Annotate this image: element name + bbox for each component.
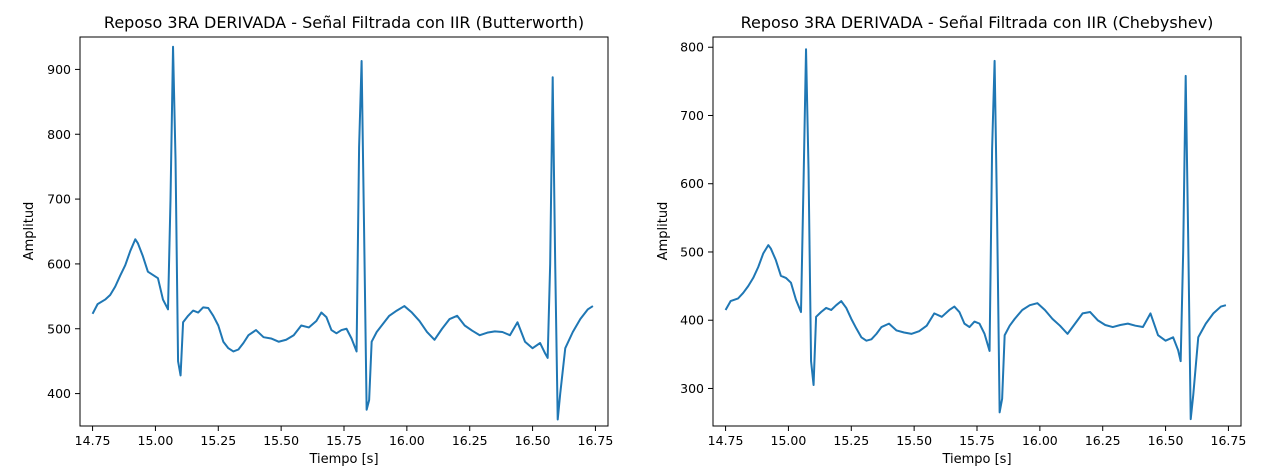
- y-tick-label: 300: [680, 381, 704, 396]
- x-tick-label: 16.25: [452, 433, 488, 448]
- chart-chebyshev: Reposo 3RA DERIVADA - Señal Filtrada con…: [656, 13, 1246, 467]
- x-tick-label: 15.25: [833, 433, 869, 448]
- x-tick-label: 16.50: [515, 433, 551, 448]
- y-tick-label: 700: [680, 108, 704, 123]
- y-axis-label: Amplitud: [656, 202, 671, 261]
- x-tick-label: 14.75: [708, 433, 744, 448]
- x-tick-label: 14.75: [75, 433, 111, 448]
- y-tick-label: 900: [47, 62, 71, 77]
- x-tick-label: 16.75: [578, 433, 614, 448]
- y-tick-label: 700: [47, 192, 71, 207]
- y-tick-label: 600: [680, 176, 704, 191]
- x-tick-label: 16.00: [389, 433, 425, 448]
- y-tick-label: 800: [47, 127, 71, 142]
- x-tick-label: 15.25: [200, 433, 236, 448]
- x-tick-label: 15.75: [959, 433, 995, 448]
- x-tick-label: 15.75: [326, 433, 362, 448]
- chart-title: Reposo 3RA DERIVADA - Señal Filtrada con…: [741, 13, 1214, 32]
- x-tick-label: 16.00: [1022, 433, 1058, 448]
- x-tick-label: 16.75: [1211, 433, 1247, 448]
- series-line: [91, 45, 594, 421]
- x-tick-label: 15.50: [263, 433, 299, 448]
- y-tick-label: 600: [47, 256, 71, 271]
- y-tick-label: 400: [47, 386, 71, 401]
- series-line: [724, 48, 1227, 421]
- y-tick-label: 500: [680, 244, 704, 259]
- y-tick-label: 500: [47, 321, 71, 336]
- x-axis-label: Tiempo [s]: [941, 452, 1011, 467]
- y-tick-label: 800: [680, 40, 704, 55]
- x-tick-label: 16.25: [1085, 433, 1121, 448]
- y-tick-label: 400: [680, 313, 704, 328]
- chart-butterworth: Reposo 3RA DERIVADA - Señal Filtrada con…: [22, 13, 613, 467]
- x-tick-label: 16.50: [1148, 433, 1184, 448]
- x-tick-label: 15.00: [138, 433, 174, 448]
- x-tick-label: 15.50: [896, 433, 932, 448]
- x-axis-label: Tiempo [s]: [308, 452, 378, 467]
- chart-title: Reposo 3RA DERIVADA - Señal Filtrada con…: [104, 13, 584, 32]
- x-tick-label: 15.00: [771, 433, 807, 448]
- y-axis-label: Amplitud: [22, 202, 37, 261]
